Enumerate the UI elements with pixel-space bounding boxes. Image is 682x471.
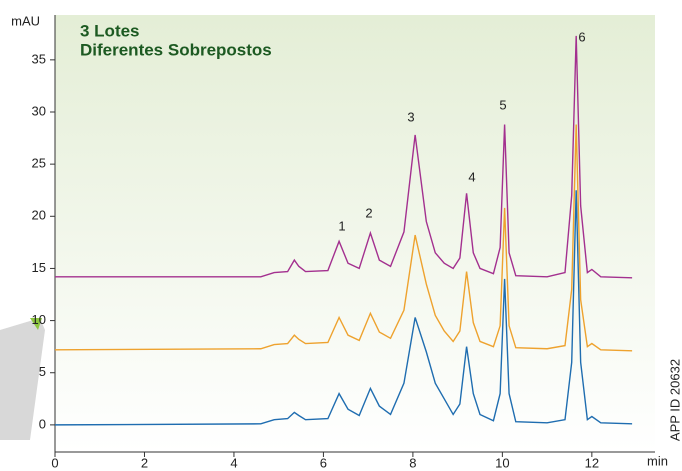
decor: [30, 318, 42, 330]
peak-label: 4: [468, 169, 475, 184]
y-tick-label: 25: [32, 156, 46, 171]
y-tick-label: 15: [32, 260, 46, 275]
x-tick-label: 4: [230, 455, 237, 470]
peak-label: 3: [407, 109, 414, 124]
x-tick-label: 12: [585, 455, 599, 470]
chart-title: 3 Lotes: [80, 21, 140, 40]
trace: [55, 35, 633, 279]
plot-background: [55, 15, 655, 452]
peak-label: 1: [338, 218, 345, 233]
trace: [54, 190, 633, 426]
decor: [0, 318, 45, 440]
x-axis-label: min: [647, 453, 668, 468]
x-tick-label: 0: [51, 455, 58, 470]
y-tick-label: 10: [32, 312, 46, 327]
x-tick-label: 6: [320, 455, 327, 470]
chart-title: Diferentes Sobrepostos: [80, 40, 272, 59]
x-tick-label: 8: [409, 455, 416, 470]
y-tick-label: 35: [32, 51, 46, 66]
y-tick-label: 5: [39, 364, 46, 379]
x-tick-label: 10: [495, 455, 509, 470]
y-axis-label: mAU: [11, 13, 40, 28]
peak-label: 2: [365, 205, 372, 220]
y-tick-label: 30: [32, 103, 46, 118]
x-tick-label: 2: [141, 455, 148, 470]
y-tick-label: 20: [32, 208, 46, 223]
trace: [54, 124, 633, 352]
peak-label: 5: [499, 97, 506, 112]
y-tick-label: 0: [39, 416, 46, 431]
side-note: APP ID 20632: [667, 359, 682, 441]
peak-label: 6: [578, 29, 585, 44]
